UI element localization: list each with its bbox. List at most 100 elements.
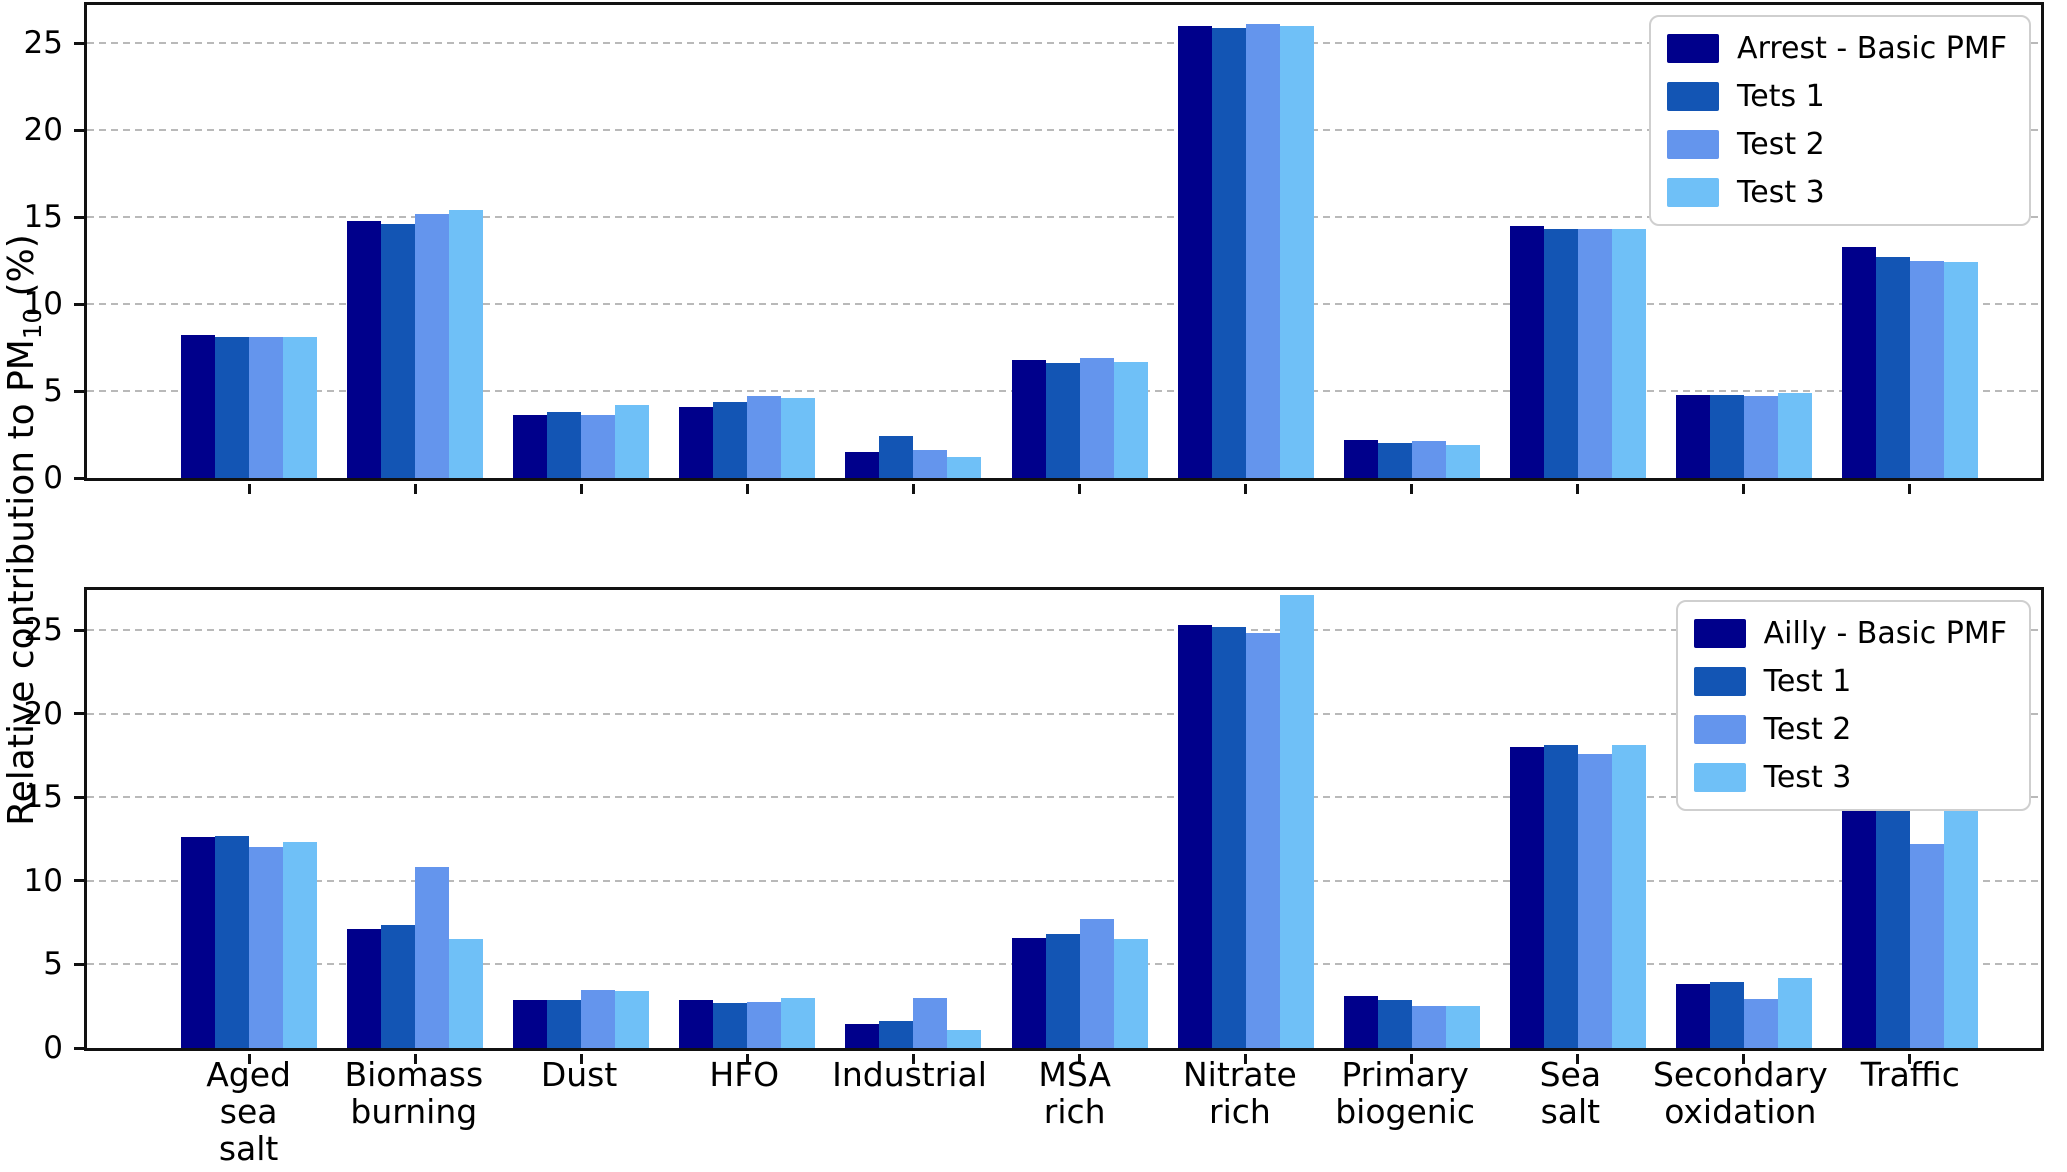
bar-aged-sea-salt-ailly-basic-pmf bbox=[181, 837, 216, 1048]
legend-swatch-test-1 bbox=[1693, 667, 1746, 696]
legend-item-test-2: Test 2 bbox=[1693, 712, 2007, 747]
bar-aged-sea-salt-test-2 bbox=[249, 847, 284, 1048]
x-label-line: sea bbox=[219, 1092, 278, 1131]
x-tick-mark-primary-biogenic bbox=[1410, 484, 1414, 494]
bar-msa-rich-ailly-basic-pmf bbox=[1011, 937, 1046, 1048]
x-label-dust: Dust bbox=[496, 1056, 661, 1167]
bar-msa-rich-test-1 bbox=[1045, 934, 1080, 1048]
bar-group-sea-salt bbox=[1495, 590, 1661, 1048]
bar-industrial-ailly-basic-pmf bbox=[845, 1023, 880, 1048]
x-tick-mark-msa-rich bbox=[1078, 484, 1081, 494]
x-label-line: MSA bbox=[1038, 1055, 1111, 1094]
bar-group-primary-biogenic bbox=[1329, 590, 1495, 1048]
x-label-line: Secondary bbox=[1652, 1055, 1828, 1094]
x-label-msa-rich: MSA rich bbox=[992, 1056, 1157, 1167]
y-tick-mark-20 bbox=[74, 712, 84, 716]
bar-nitrate-rich-arrest-basic-pmf bbox=[1177, 25, 1212, 478]
bar-traffic-test-3 bbox=[1943, 262, 1978, 478]
bar-industrial-test-1 bbox=[879, 1021, 914, 1048]
x-label-line: Sea bbox=[1539, 1055, 1602, 1094]
x-label-line: Traffic bbox=[1860, 1055, 1960, 1094]
y-tick-label-10: 10 bbox=[23, 862, 63, 899]
bar-nitrate-rich-tets-1 bbox=[1211, 27, 1246, 478]
bar-primary-biogenic-test-1 bbox=[1377, 999, 1412, 1048]
bar-msa-rich-test-2 bbox=[1079, 358, 1114, 478]
x-label-line: HFO bbox=[709, 1055, 780, 1094]
x-label-line: biogenic bbox=[1335, 1092, 1476, 1131]
x-label-line: Aged bbox=[206, 1055, 291, 1094]
bar-traffic-test-1 bbox=[1875, 788, 1910, 1048]
legend-item-arrest-basic-pmf: Arrest - Basic PMF bbox=[1667, 31, 2007, 66]
bar-group-msa-rich bbox=[996, 5, 1162, 478]
x-tick-mark-industrial bbox=[911, 1054, 915, 1064]
bar-group-dust bbox=[498, 5, 664, 478]
x-tick-mark-hfo bbox=[745, 484, 749, 494]
y-tick-label-0: 0 bbox=[43, 460, 63, 496]
y-tick-label-20: 20 bbox=[23, 112, 63, 149]
bar-primary-biogenic-test-3 bbox=[1445, 444, 1480, 478]
bar-secondary-oxidation-test-1 bbox=[1709, 981, 1744, 1048]
bar-nitrate-rich-ailly-basic-pmf bbox=[1177, 625, 1212, 1048]
bar-secondary-oxidation-test-3 bbox=[1777, 977, 1812, 1048]
bar-secondary-oxidation-ailly-basic-pmf bbox=[1675, 983, 1710, 1048]
legend-item-test-1: Test 1 bbox=[1693, 664, 2007, 699]
legend-label-test-2: Test 2 bbox=[1737, 127, 1825, 162]
panel-arrest: 0 5 10 15 20 25 Arrest - Basic PMF Tets 1 Test 2… bbox=[24, 2, 2044, 495]
x-label-line: Dust bbox=[540, 1055, 618, 1094]
legend-label-test-2: Test 2 bbox=[1763, 712, 1852, 747]
bar-biomass-burning-tets-1 bbox=[381, 224, 416, 478]
x-label-line: Nitrate bbox=[1183, 1055, 1297, 1094]
bar-hfo-arrest-basic-pmf bbox=[679, 406, 714, 478]
bar-dust-tets-1 bbox=[547, 411, 582, 478]
x-tick-mark-nitrate-rich bbox=[1244, 1054, 1248, 1064]
bar-group-aged-sea-salt bbox=[166, 590, 332, 1048]
legend-label-arrest-basic-pmf: Arrest - Basic PMF bbox=[1737, 31, 2007, 66]
legend-bottom: Ailly - Basic PMF Test 1 Test 2 Test 3 bbox=[1675, 600, 2031, 811]
bar-aged-sea-salt-arrest-basic-pmf bbox=[181, 335, 216, 478]
legend-swatch-tets-1 bbox=[1667, 82, 1720, 111]
legend-item-test-3: Test 3 bbox=[1667, 175, 2007, 210]
legend-swatch-arrest-basic-pmf bbox=[1667, 34, 1720, 63]
bar-secondary-oxidation-tets-1 bbox=[1709, 394, 1744, 478]
bar-msa-rich-tets-1 bbox=[1045, 363, 1080, 478]
x-axis-category-labels: Aged sea salt Biomass burning Dust HFO Industri… bbox=[87, 1056, 2041, 1167]
bar-secondary-oxidation-test-3 bbox=[1777, 392, 1812, 478]
bar-primary-biogenic-tets-1 bbox=[1377, 443, 1412, 478]
bar-biomass-burning-ailly-basic-pmf bbox=[347, 929, 382, 1048]
bar-industrial-tets-1 bbox=[879, 436, 914, 478]
bar-group-industrial bbox=[830, 5, 996, 478]
bar-hfo-test-3 bbox=[781, 997, 816, 1048]
bar-group-secondary-oxidation bbox=[1661, 5, 1827, 478]
bar-group-secondary-oxidation bbox=[1661, 590, 1827, 1048]
bar-msa-rich-test-2 bbox=[1079, 919, 1114, 1048]
bar-dust-test-2 bbox=[581, 989, 616, 1048]
x-label-biomass-burning: Biomass burning bbox=[331, 1056, 496, 1167]
bar-secondary-oxidation-arrest-basic-pmf bbox=[1675, 394, 1710, 478]
bar-group-aged-sea-salt bbox=[166, 5, 332, 478]
bar-hfo-test-1 bbox=[713, 1002, 748, 1048]
bar-primary-biogenic-test-2 bbox=[1411, 441, 1446, 478]
bar-dust-test-2 bbox=[581, 415, 616, 478]
x-tick-mark-secondary-oxidation bbox=[1742, 1054, 1746, 1064]
x-tick-mark-aged-sea-salt bbox=[247, 484, 251, 494]
x-label-line: burning bbox=[350, 1092, 478, 1131]
legend-top: Arrest - Basic PMF Tets 1 Test 2 Test 3 bbox=[1649, 15, 2031, 226]
y-tick-mark-5 bbox=[74, 962, 84, 966]
x-tick-mark-biomass-burning bbox=[413, 484, 417, 494]
y-tick-label-20: 20 bbox=[23, 695, 63, 732]
x-tick-mark-dust bbox=[579, 484, 583, 494]
legend-label-test-1: Test 1 bbox=[1763, 664, 1852, 699]
x-tick-mark-sea-salt bbox=[1576, 1054, 1580, 1064]
legend-swatch-ailly-basic-pmf bbox=[1693, 619, 1746, 648]
bar-hfo-test-3 bbox=[781, 398, 816, 478]
y-axis-label: Relative contribution to PM10 (%) bbox=[1, 234, 47, 826]
bar-biomass-burning-test-3 bbox=[449, 939, 484, 1048]
x-label-line: salt bbox=[1540, 1092, 1601, 1131]
bar-group-traffic bbox=[1827, 590, 1993, 1048]
x-tick-mark-nitrate-rich bbox=[1244, 484, 1248, 494]
bar-traffic-arrest-basic-pmf bbox=[1841, 246, 1876, 478]
legend-swatch-test-3 bbox=[1667, 178, 1720, 207]
bar-industrial-test-3 bbox=[947, 1030, 982, 1048]
x-label-hfo: HFO bbox=[662, 1056, 827, 1167]
gridline-y10 bbox=[87, 879, 2041, 882]
